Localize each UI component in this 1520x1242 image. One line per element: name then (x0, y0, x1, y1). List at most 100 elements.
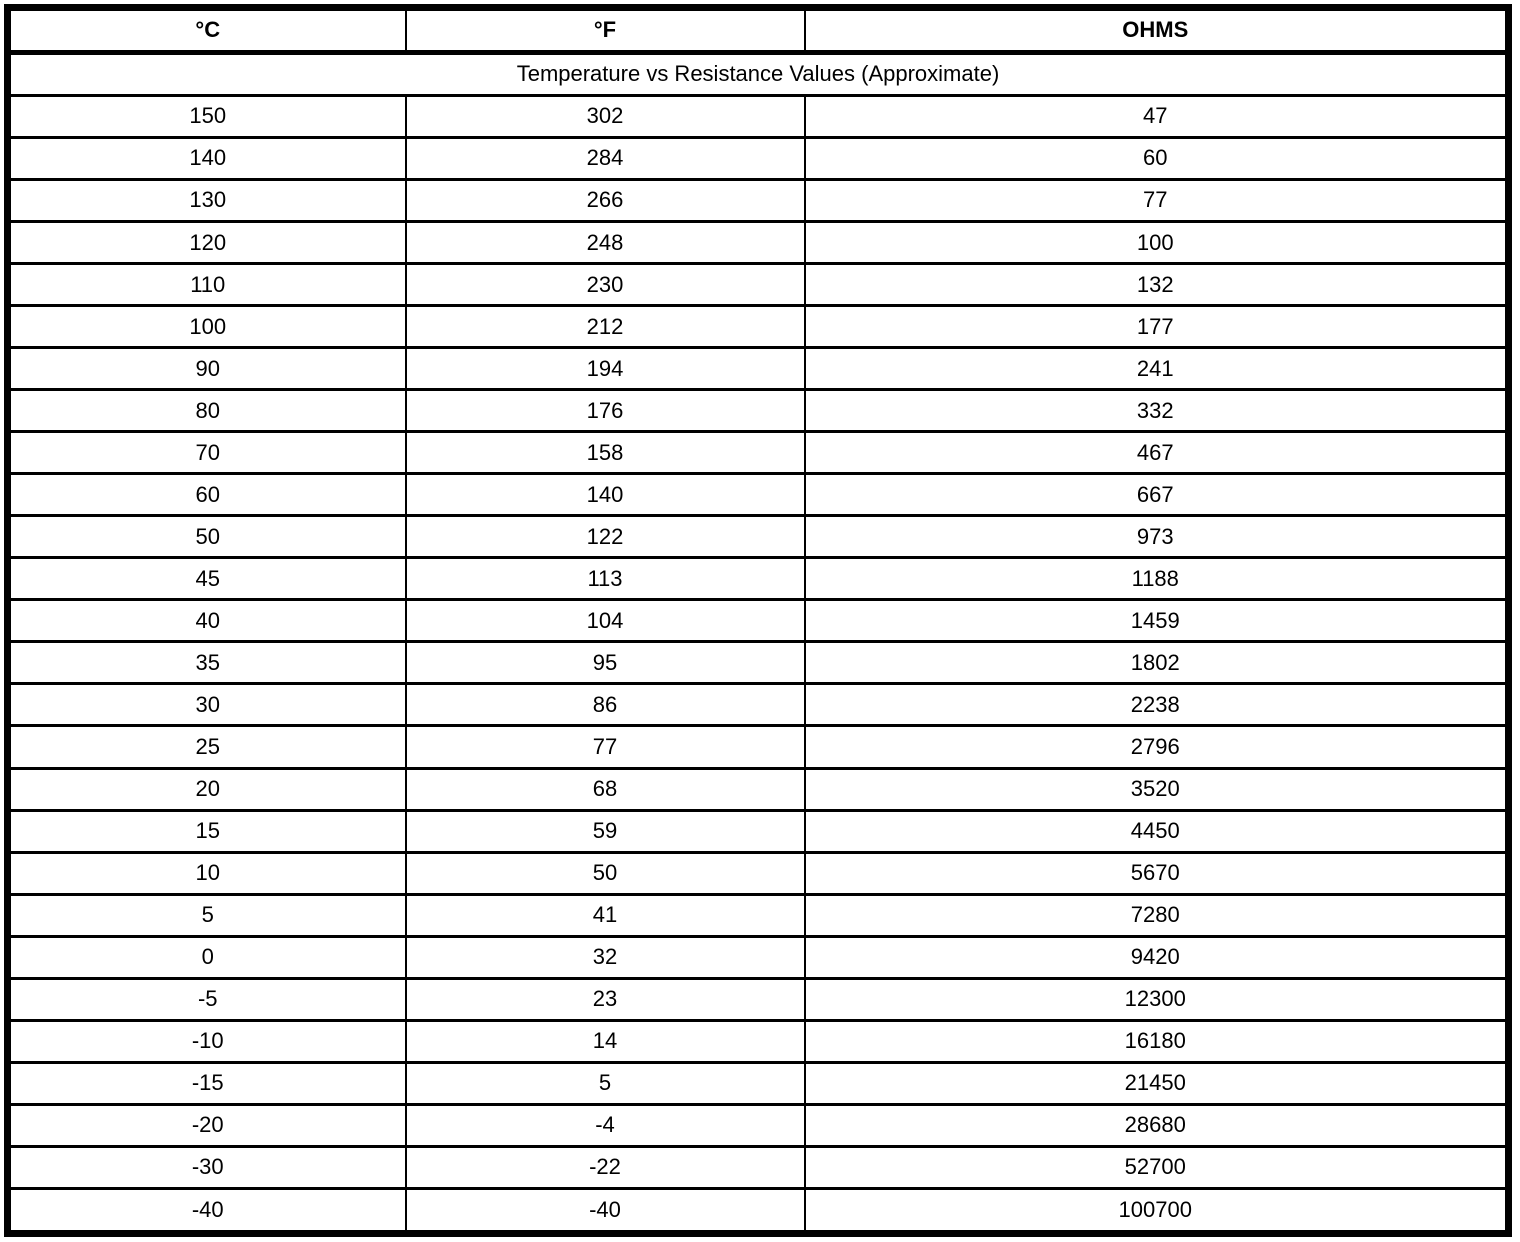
cell-fahrenheit: 176 (404, 388, 806, 434)
table-row: 80 176 332 (6, 388, 1510, 434)
cell-fahrenheit: 68 (404, 766, 806, 812)
cell-ohms: 973 (803, 514, 1510, 560)
cell-ohms: 60 (803, 136, 1510, 182)
table-row: 10 50 5670 (6, 850, 1510, 896)
cell-ohms: 1188 (803, 556, 1510, 602)
cell-ohms: 12300 (803, 976, 1510, 1022)
cell-celsius: -15 (6, 1060, 407, 1106)
cell-fahrenheit: 248 (404, 220, 806, 266)
cell-celsius: -30 (6, 1144, 407, 1190)
cell-fahrenheit: 95 (404, 640, 806, 686)
cell-fahrenheit: -22 (404, 1144, 806, 1190)
table-row: 35 95 1802 (6, 640, 1510, 686)
cell-fahrenheit: 32 (404, 934, 806, 980)
cell-celsius: 5 (6, 892, 407, 938)
cell-celsius: 15 (6, 808, 407, 854)
cell-fahrenheit: 77 (404, 724, 806, 770)
header-row: °C °F OHMS (6, 6, 1510, 55)
cell-celsius: 130 (6, 178, 407, 224)
cell-ohms: 132 (803, 262, 1510, 308)
table-row: 5 41 7280 (6, 892, 1510, 938)
cell-celsius: 20 (6, 766, 407, 812)
cell-ohms: 2796 (803, 724, 1510, 770)
cell-celsius: 0 (6, 934, 407, 980)
table-row: 0 32 9420 (6, 934, 1510, 980)
cell-celsius: 50 (6, 514, 407, 560)
cell-ohms: 100700 (803, 1186, 1510, 1236)
cell-fahrenheit: 194 (404, 346, 806, 392)
cell-fahrenheit: 113 (404, 556, 806, 602)
cell-ohms: 9420 (803, 934, 1510, 980)
cell-ohms: 1802 (803, 640, 1510, 686)
cell-ohms: 28680 (803, 1102, 1510, 1148)
table-row: 60 140 667 (6, 472, 1510, 518)
table-row: 90 194 241 (6, 346, 1510, 392)
cell-celsius: 60 (6, 472, 407, 518)
table-row: 70 158 467 (6, 430, 1510, 476)
cell-ohms: 7280 (803, 892, 1510, 938)
cell-fahrenheit: 50 (404, 850, 806, 896)
cell-ohms: 667 (803, 472, 1510, 518)
table-row: -15 5 21450 (6, 1060, 1510, 1106)
cell-celsius: -40 (6, 1186, 407, 1236)
cell-fahrenheit: 266 (404, 178, 806, 224)
table-row: 120 248 100 (6, 220, 1510, 266)
cell-ohms: 467 (803, 430, 1510, 476)
table-row: -30 -22 52700 (6, 1144, 1510, 1190)
cell-ohms: 3520 (803, 766, 1510, 812)
cell-ohms: 47 (803, 93, 1510, 140)
cell-fahrenheit: 302 (404, 93, 806, 140)
cell-fahrenheit: 212 (404, 304, 806, 350)
table-row: 20 68 3520 (6, 766, 1510, 812)
temperature-resistance-table: °C °F OHMS Temperature vs Resistance Val… (4, 4, 1512, 1237)
cell-fahrenheit: 41 (404, 892, 806, 938)
cell-ohms: 4450 (803, 808, 1510, 854)
cell-fahrenheit: 230 (404, 262, 806, 308)
cell-ohms: 16180 (803, 1018, 1510, 1064)
table-row: 130 266 77 (6, 178, 1510, 224)
cell-ohms: 332 (803, 388, 1510, 434)
cell-ohms: 2238 (803, 682, 1510, 728)
cell-fahrenheit: -4 (404, 1102, 806, 1148)
title-row: Temperature vs Resistance Values (Approx… (7, 52, 1509, 97)
cell-fahrenheit: 23 (404, 976, 806, 1022)
cell-fahrenheit: 86 (404, 682, 806, 728)
cell-ohms: 5670 (803, 850, 1510, 896)
cell-fahrenheit: 140 (404, 472, 806, 518)
cell-celsius: 45 (6, 556, 407, 602)
cell-celsius: -20 (6, 1102, 407, 1148)
cell-fahrenheit: 14 (404, 1018, 806, 1064)
table-row: 140 284 60 (6, 136, 1510, 182)
table-row: 25 77 2796 (6, 724, 1510, 770)
table-row: 100 212 177 (6, 304, 1510, 350)
table-row: 45 113 1188 (6, 556, 1510, 602)
cell-celsius: 35 (6, 640, 407, 686)
cell-ohms: 77 (803, 178, 1510, 224)
cell-celsius: 70 (6, 430, 407, 476)
cell-celsius: 10 (6, 850, 407, 896)
cell-celsius: 140 (6, 136, 407, 182)
cell-ohms: 177 (803, 304, 1510, 350)
header-fahrenheit: °F (404, 6, 806, 55)
cell-fahrenheit: 104 (404, 598, 806, 644)
cell-celsius: 40 (6, 598, 407, 644)
table-row: -10 14 16180 (6, 1018, 1510, 1064)
cell-fahrenheit: 122 (404, 514, 806, 560)
table-row: -5 23 12300 (6, 976, 1510, 1022)
cell-celsius: 90 (6, 346, 407, 392)
cell-fahrenheit: 5 (404, 1060, 806, 1106)
cell-ohms: 1459 (803, 598, 1510, 644)
cell-fahrenheit: 284 (404, 136, 806, 182)
table-row: -20 -4 28680 (6, 1102, 1510, 1148)
table-row: 30 86 2238 (6, 682, 1510, 728)
table-row: 150 302 47 (6, 93, 1510, 140)
cell-celsius: 100 (6, 304, 407, 350)
table-row: 15 59 4450 (6, 808, 1510, 854)
cell-celsius: 120 (6, 220, 407, 266)
cell-ohms: 52700 (803, 1144, 1510, 1190)
table-row: -40 -40 100700 (6, 1186, 1510, 1236)
table-body: 150 302 47 140 284 60 130 266 77 120 248 100 110 230 1… (6, 93, 1510, 1236)
cell-fahrenheit: 59 (404, 808, 806, 854)
cell-celsius: 25 (6, 724, 407, 770)
